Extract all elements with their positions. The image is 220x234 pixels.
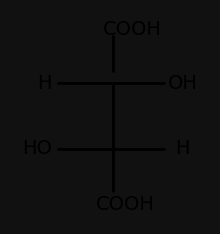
Text: HO: HO <box>22 139 52 158</box>
Text: COOH: COOH <box>96 195 155 214</box>
Text: H: H <box>37 73 51 93</box>
Text: OH: OH <box>168 73 198 93</box>
Text: COOH: COOH <box>103 20 161 39</box>
Text: H: H <box>175 139 190 158</box>
